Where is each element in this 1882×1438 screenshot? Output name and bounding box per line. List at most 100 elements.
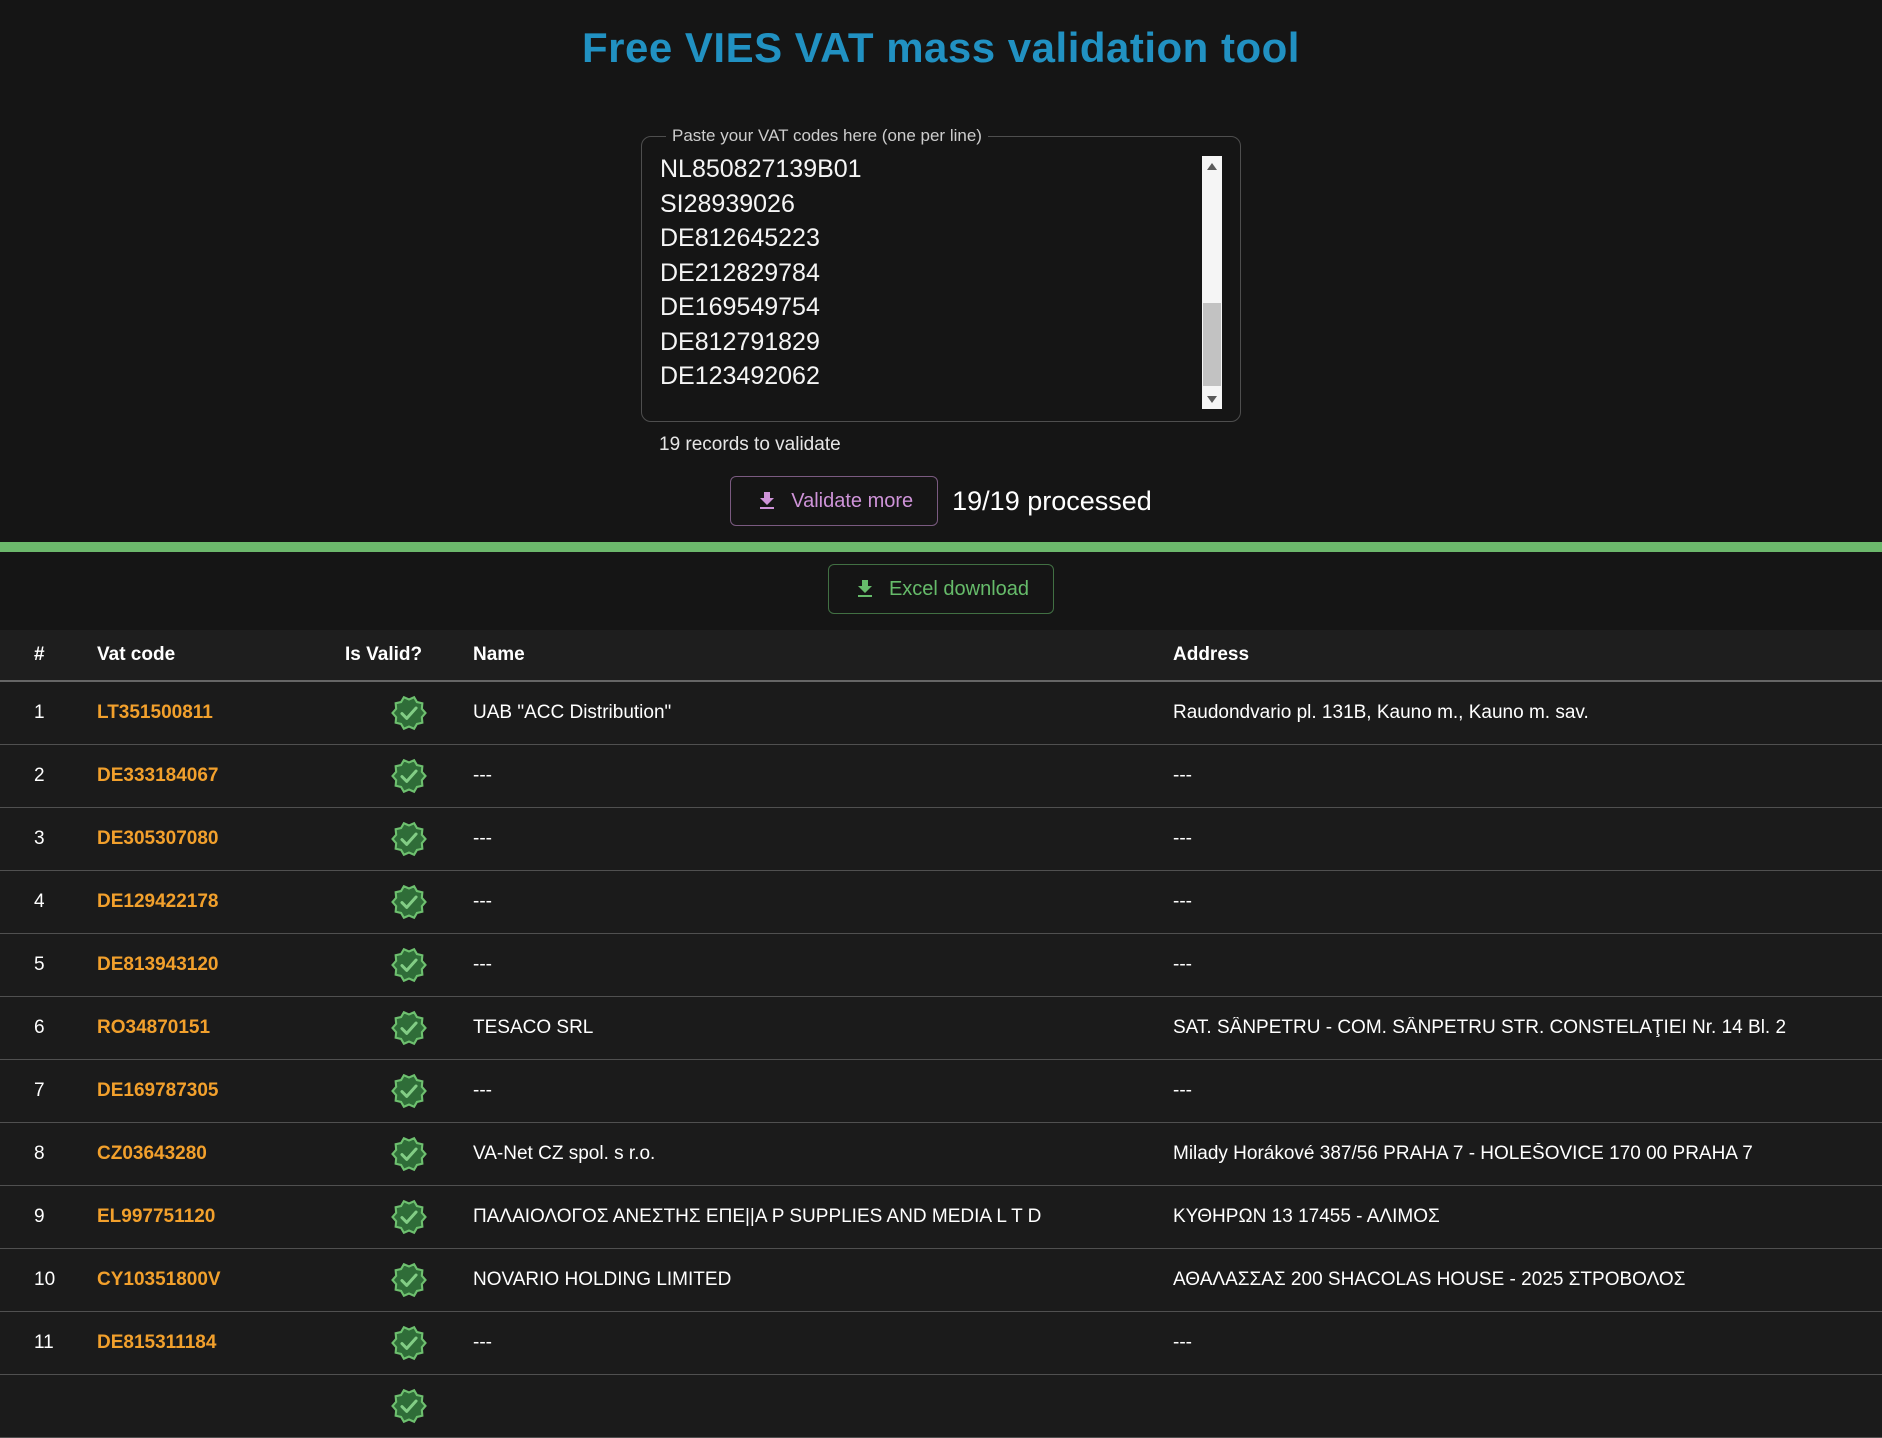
vat-code-line: DE812645223 <box>660 224 820 252</box>
records-count-note: 19 records to validate <box>659 434 841 455</box>
valid-badge-cell <box>345 1136 473 1172</box>
company-name-cell: --- <box>473 765 492 786</box>
table-row: 9 EL997751120 ΠΑΛΑΙΟΛΟΓΟΣ ΑΝΕΣΤΗΣ ΕΠΕ||Α… <box>0 1186 1882 1249</box>
table-row: 4 DE129422178 --- --- <box>0 871 1882 934</box>
header-is-valid: Is Valid? <box>345 644 423 665</box>
vat-code-cell[interactable]: DE305307080 <box>97 828 219 849</box>
valid-badge-cell <box>345 695 473 731</box>
valid-badge-cell <box>345 1388 473 1424</box>
row-number: 2 <box>34 765 45 786</box>
row-number: 1 <box>34 702 45 723</box>
vat-codes-fieldset: Paste your VAT codes here (one per line)… <box>641 126 1241 422</box>
company-address-cell: SAT. SÂNPETRU - COM. SÂNPETRU STR. CONST… <box>1173 1017 1787 1038</box>
download-row: Excel download <box>0 564 1882 614</box>
row-number: 10 <box>34 1269 56 1290</box>
table-row: 10 CY10351800V NOVARIO HOLDING LIMITED Α… <box>0 1249 1882 1312</box>
table-row-partial <box>0 1375 1882 1438</box>
company-address-cell: --- <box>1173 1332 1192 1353</box>
verified-badge-icon <box>391 1136 427 1172</box>
company-name-cell: VA-Net CZ spol. s r.o. <box>473 1143 656 1164</box>
results-table: # Vat code Is Valid? Name Address 1 LT35… <box>0 630 1882 1438</box>
verified-badge-icon <box>391 884 427 920</box>
vat-code-cell[interactable]: DE813943120 <box>97 954 219 975</box>
vat-codes-textarea[interactable]: NL850827139B01 SI28939026 DE812645223 DE… <box>660 150 1224 394</box>
company-address-cell: Milady Horákové 387/56 PRAHA 7 - HOLEŠOV… <box>1173 1143 1753 1164</box>
valid-badge-cell <box>345 1073 473 1109</box>
verified-badge-icon <box>391 758 427 794</box>
table-row: 1 LT351500811 UAB "ACC Distribution" Rau… <box>0 682 1882 745</box>
table-row: 7 DE169787305 --- --- <box>0 1060 1882 1123</box>
scrollbar-thumb[interactable] <box>1203 302 1221 387</box>
vat-code-line: SI28939026 <box>660 189 795 218</box>
header-address: Address <box>1173 644 1250 665</box>
scroll-down-button[interactable] <box>1202 389 1222 409</box>
company-name-cell: NOVARIO HOLDING LIMITED <box>473 1269 732 1290</box>
vat-code-cell[interactable]: DE169787305 <box>97 1080 219 1101</box>
verified-badge-icon <box>391 1073 427 1109</box>
vat-code-cell[interactable]: CZ03643280 <box>97 1143 207 1164</box>
download-icon <box>760 492 775 509</box>
vat-code-line: DE123492062 <box>660 362 820 390</box>
header-vat-code: Vat code <box>97 644 176 665</box>
scroll-up-button[interactable] <box>1202 156 1222 176</box>
company-address-cell: --- <box>1173 1080 1192 1101</box>
row-number: 9 <box>34 1206 45 1227</box>
download-icon <box>857 580 872 597</box>
row-number: 7 <box>34 1080 45 1101</box>
company-address-cell: ΑΘΑΛΑΣΣΑΣ 200 SHACOLAS HOUSE - 2025 ΣΤΡΟ… <box>1173 1269 1686 1290</box>
table-row: 8 CZ03643280 VA-Net CZ spol. s r.o. Mila… <box>0 1123 1882 1186</box>
company-name-cell: ΠΑΛΑΙΟΛΟΓΟΣ ΑΝΕΣΤΗΣ ΕΠΕ||Α P SUPPLIES AN… <box>473 1206 1042 1227</box>
vat-code-cell[interactable]: DE333184067 <box>97 765 219 786</box>
vat-code-cell[interactable]: DE129422178 <box>97 891 219 912</box>
company-name-cell: --- <box>473 828 492 849</box>
valid-badge-cell <box>345 1199 473 1235</box>
verified-badge-icon <box>391 1388 427 1424</box>
row-number: 3 <box>34 828 45 849</box>
company-address-cell: Raudondvario pl. 131B, Kauno m., Kauno m… <box>1173 702 1589 723</box>
verified-badge-icon <box>391 1010 427 1046</box>
row-number: 4 <box>34 891 45 912</box>
vat-input-label: Paste your VAT codes here (one per line) <box>672 126 982 145</box>
verified-badge-icon <box>391 1262 427 1298</box>
table-row: 3 DE305307080 --- --- <box>0 808 1882 871</box>
vat-code-line: DE169549754 <box>660 293 820 321</box>
vat-code-cell[interactable]: CY10351800V <box>97 1269 221 1290</box>
verified-badge-icon <box>391 1325 427 1361</box>
verified-badge-icon <box>391 947 427 983</box>
excel-download-label: Excel download <box>888 577 1030 600</box>
row-number: 6 <box>34 1017 45 1038</box>
validate-more-button[interactable]: Validate more <box>730 476 939 526</box>
vat-code-line: DE812791829 <box>660 327 820 356</box>
progress-bar <box>0 542 1882 552</box>
valid-badge-cell <box>345 1325 473 1361</box>
table-row: 5 DE813943120 --- --- <box>0 934 1882 997</box>
company-address-cell: ΚΥΘΗΡΩΝ 13 17455 - ΑΛΙΜΟΣ <box>1173 1206 1440 1227</box>
validate-more-label: Validate more <box>791 489 914 512</box>
table-row: 2 DE333184067 --- --- <box>0 745 1882 808</box>
row-number: 5 <box>34 954 45 975</box>
table-header-row: # Vat code Is Valid? Name Address <box>0 630 1882 682</box>
page-title: Free VIES VAT mass validation tool <box>582 24 1300 71</box>
vat-code-cell[interactable]: RO34870151 <box>97 1017 211 1038</box>
excel-download-button[interactable]: Excel download <box>827 564 1055 614</box>
vat-code-cell[interactable]: DE815311184 <box>97 1332 217 1353</box>
header-number: # <box>34 644 45 665</box>
triangle-up-icon <box>1207 162 1217 170</box>
table-row: 6 RO34870151 TESACO SRL SAT. SÂNPETRU - … <box>0 997 1882 1060</box>
company-name-cell: --- <box>473 891 492 912</box>
verified-badge-icon <box>391 821 427 857</box>
vat-code-cell[interactable]: LT351500811 <box>97 702 213 723</box>
company-name-cell: --- <box>473 1080 492 1101</box>
vat-code-line: NL850827139B01 <box>660 155 862 183</box>
row-number: 11 <box>34 1332 54 1353</box>
company-address-cell: --- <box>1173 765 1192 786</box>
valid-badge-cell <box>345 884 473 920</box>
vat-validation-page: Free VIES VAT mass validation tool Paste… <box>0 24 1882 1438</box>
company-name-cell: --- <box>473 954 492 975</box>
company-name-cell: --- <box>473 1332 492 1353</box>
header-name: Name <box>473 644 525 665</box>
textarea-scrollbar[interactable] <box>1202 156 1222 409</box>
vat-code-cell[interactable]: EL997751120 <box>97 1206 216 1227</box>
company-name-cell: UAB "ACC Distribution" <box>473 702 672 723</box>
company-name-cell: TESACO SRL <box>473 1017 594 1038</box>
